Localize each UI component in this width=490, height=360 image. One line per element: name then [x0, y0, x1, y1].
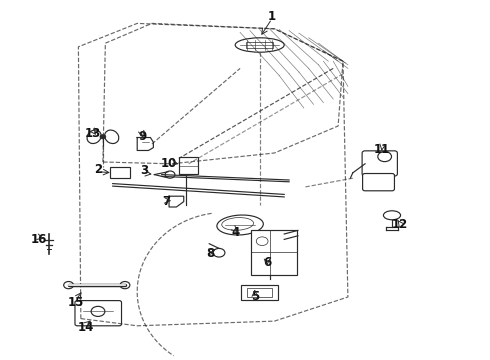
Text: 6: 6 [263, 256, 271, 269]
Circle shape [120, 282, 130, 289]
Bar [251, 230, 297, 275]
Bar [241, 285, 278, 300]
Bar [110, 167, 130, 178]
Bar [247, 288, 272, 297]
Ellipse shape [222, 217, 253, 230]
Text: 11: 11 [374, 143, 391, 156]
Text: 3: 3 [141, 165, 148, 177]
Ellipse shape [87, 130, 101, 144]
Text: 5: 5 [251, 291, 259, 303]
Ellipse shape [384, 211, 401, 220]
Ellipse shape [105, 130, 119, 144]
Text: 7: 7 [163, 195, 171, 208]
Text: 4: 4 [231, 226, 239, 239]
Text: 12: 12 [391, 219, 408, 231]
Text: 14: 14 [77, 321, 94, 334]
Text: 10: 10 [161, 157, 177, 170]
FancyBboxPatch shape [75, 301, 122, 326]
Text: 15: 15 [68, 296, 84, 309]
Text: 1: 1 [268, 10, 276, 23]
Ellipse shape [235, 38, 284, 52]
Circle shape [100, 135, 106, 139]
Text: 13: 13 [85, 127, 101, 140]
FancyBboxPatch shape [363, 174, 394, 191]
FancyBboxPatch shape [362, 151, 397, 176]
Circle shape [64, 282, 74, 289]
Bar [179, 157, 198, 174]
Text: 16: 16 [31, 233, 48, 246]
Text: 8: 8 [207, 247, 215, 260]
Text: 9: 9 [138, 130, 146, 143]
Bar [246, 42, 273, 48]
Ellipse shape [217, 215, 263, 235]
Text: 2: 2 [94, 163, 102, 176]
